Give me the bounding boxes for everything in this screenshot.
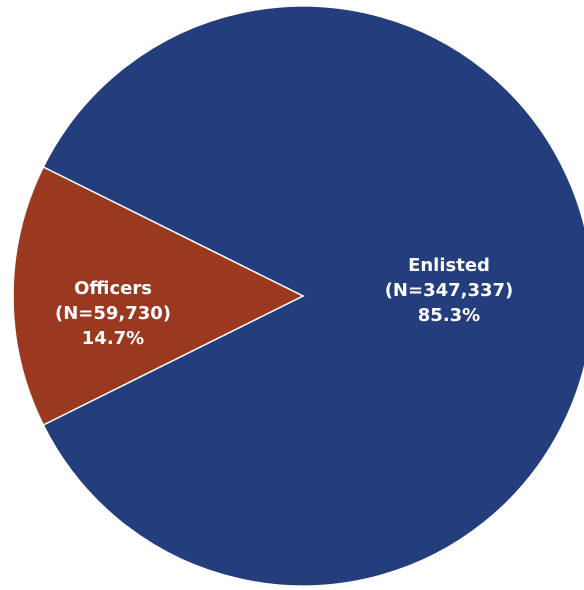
slice-label-officers-percent-label: 14.7% xyxy=(82,328,144,349)
pie-slice-enlisted xyxy=(42,5,584,587)
slice-label-officers-n-label: (N=59,730) xyxy=(55,303,171,324)
slice-label-enlisted-category: Enlisted xyxy=(408,255,490,276)
pie-slice-officers xyxy=(12,165,305,427)
slice-label-officers-category: Officers xyxy=(74,278,152,299)
slice-label-enlisted-n-label: (N=347,337) xyxy=(385,280,514,301)
slice-label-enlisted-percent-label: 85.3% xyxy=(418,305,480,326)
